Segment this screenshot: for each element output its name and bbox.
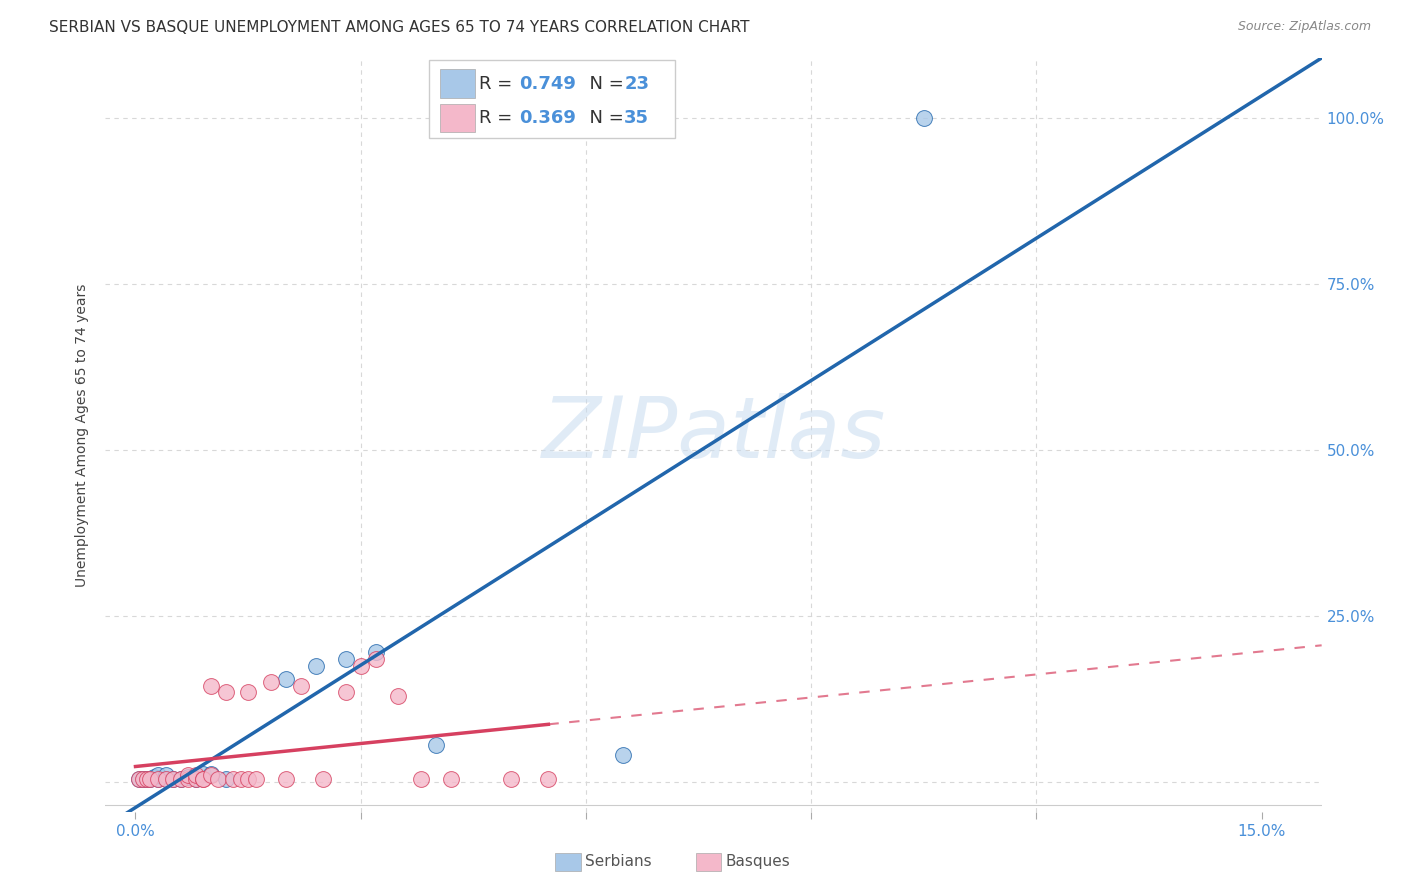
Point: [350, 658, 373, 673]
Point: [146, 768, 169, 782]
Point: [229, 772, 252, 786]
Point: [236, 685, 259, 699]
Point: [274, 672, 297, 686]
Text: 0.369: 0.369: [519, 109, 575, 127]
Point: [214, 685, 236, 699]
Point: [200, 679, 222, 693]
Point: [132, 772, 155, 786]
Point: [146, 772, 169, 786]
Point: [409, 772, 432, 786]
Text: 35: 35: [624, 109, 650, 127]
Point: [612, 748, 634, 763]
Text: Basques: Basques: [725, 855, 790, 869]
Text: R =: R =: [479, 75, 519, 93]
Point: [184, 768, 207, 782]
Text: R =: R =: [479, 109, 519, 127]
Point: [128, 772, 150, 786]
Point: [274, 772, 297, 786]
Point: [135, 772, 157, 786]
Point: [146, 772, 169, 786]
Point: [191, 772, 214, 786]
Text: Serbians: Serbians: [585, 855, 651, 869]
Point: [236, 772, 259, 786]
Text: ZIPatlas: ZIPatlas: [541, 393, 886, 476]
Point: [184, 772, 207, 786]
Point: [184, 772, 207, 786]
Point: [207, 772, 229, 786]
Point: [364, 645, 387, 659]
Point: [191, 767, 214, 781]
Point: [312, 772, 335, 786]
Point: [177, 770, 200, 784]
Point: [155, 772, 177, 786]
Point: [290, 679, 312, 693]
Point: [169, 772, 191, 786]
Point: [155, 768, 177, 782]
Point: [200, 767, 222, 781]
Text: 0.749: 0.749: [519, 75, 575, 93]
Text: 23: 23: [624, 75, 650, 93]
Y-axis label: Unemployment Among Ages 65 to 74 years: Unemployment Among Ages 65 to 74 years: [76, 283, 90, 587]
Point: [177, 768, 200, 782]
Point: [912, 111, 935, 125]
Point: [259, 675, 281, 690]
Point: [162, 772, 184, 786]
Point: [139, 772, 162, 786]
Text: SERBIAN VS BASQUE UNEMPLOYMENT AMONG AGES 65 TO 74 YEARS CORRELATION CHART: SERBIAN VS BASQUE UNEMPLOYMENT AMONG AGE…: [49, 20, 749, 35]
Point: [499, 772, 522, 786]
Point: [335, 685, 357, 699]
Point: [143, 770, 166, 784]
Point: [132, 772, 155, 786]
Point: [222, 772, 245, 786]
Text: Source: ZipAtlas.com: Source: ZipAtlas.com: [1237, 20, 1371, 33]
Point: [177, 772, 200, 786]
Point: [162, 772, 184, 786]
Point: [135, 772, 157, 786]
Point: [214, 772, 236, 786]
Point: [155, 772, 177, 786]
Point: [245, 772, 267, 786]
Point: [364, 652, 387, 666]
Point: [537, 772, 560, 786]
Point: [335, 652, 357, 666]
Point: [191, 772, 214, 786]
Text: N =: N =: [578, 109, 630, 127]
Point: [440, 772, 463, 786]
Text: N =: N =: [578, 75, 630, 93]
Point: [128, 772, 150, 786]
Point: [139, 772, 162, 786]
Point: [387, 689, 409, 703]
Point: [425, 739, 447, 753]
Point: [169, 772, 191, 786]
Point: [200, 768, 222, 782]
Point: [305, 658, 328, 673]
